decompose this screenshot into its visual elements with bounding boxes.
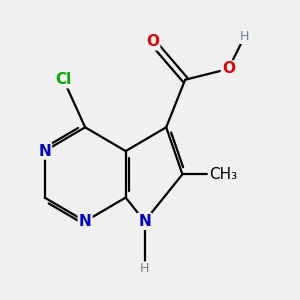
Text: Cl: Cl — [56, 72, 72, 87]
Text: O: O — [146, 34, 159, 50]
Text: H: H — [240, 30, 249, 43]
Text: N: N — [38, 144, 51, 159]
Text: H: H — [140, 262, 149, 275]
Text: O: O — [222, 61, 235, 76]
Text: N: N — [138, 214, 151, 229]
Text: CH₃: CH₃ — [209, 167, 237, 182]
Text: N: N — [79, 214, 92, 229]
